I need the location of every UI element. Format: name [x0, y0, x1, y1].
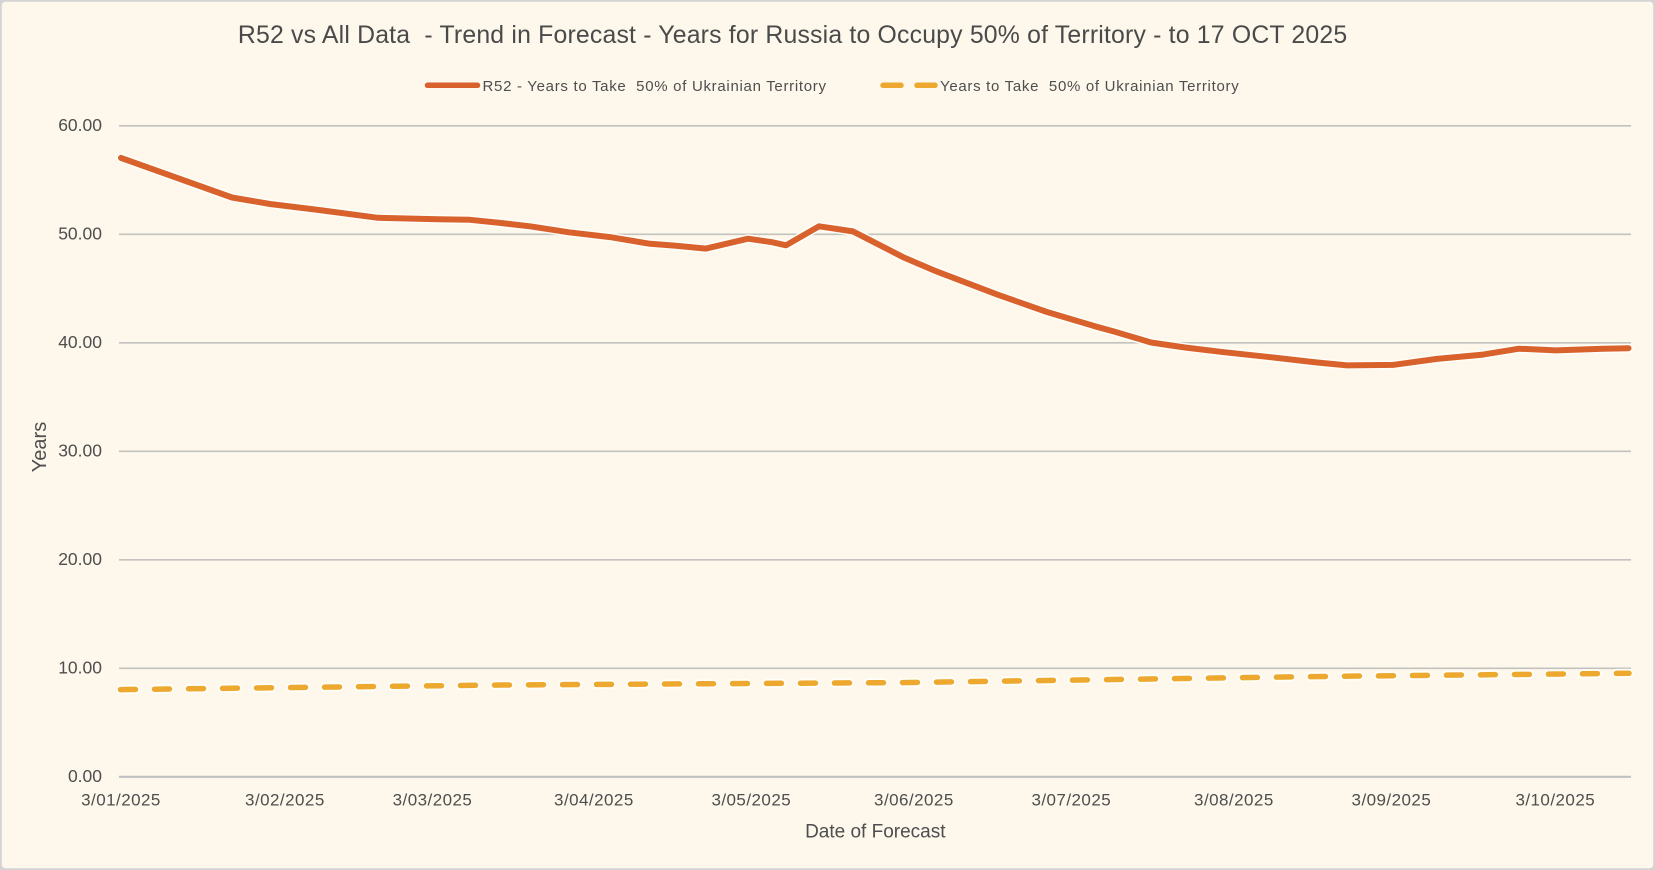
svg-text:Years: Years	[29, 422, 51, 472]
svg-text:40.00: 40.00	[58, 332, 102, 352]
svg-text:3/04/2025: 3/04/2025	[554, 790, 634, 809]
svg-text:Date of Forecast: Date of Forecast	[805, 822, 946, 843]
svg-text:3/10/2025: 3/10/2025	[1515, 790, 1595, 809]
svg-text:3/08/2025: 3/08/2025	[1194, 790, 1274, 809]
svg-text:10.00: 10.00	[58, 658, 102, 678]
svg-text:60.00: 60.00	[58, 115, 102, 135]
svg-text:3/01/2025: 3/01/2025	[81, 790, 161, 809]
svg-text:3/03/2025: 3/03/2025	[393, 790, 473, 809]
svg-text:3/06/2025: 3/06/2025	[874, 790, 954, 809]
svg-text:20.00: 20.00	[58, 549, 102, 569]
svg-text:50.00: 50.00	[58, 224, 102, 244]
svg-text:3/05/2025: 3/05/2025	[711, 790, 791, 809]
svg-text:3/09/2025: 3/09/2025	[1352, 790, 1432, 809]
svg-text:0.00: 0.00	[68, 766, 102, 786]
svg-text:3/07/2025: 3/07/2025	[1031, 790, 1111, 809]
svg-text:Years to Take 50% of Ukrainia: Years to Take 50% of Ukrainian Territory	[940, 78, 1239, 95]
svg-text:R52 - Years to Take 50% of Uk: R52 - Years to Take 50% of Ukrainian Ter…	[483, 78, 827, 95]
svg-text:3/02/2025: 3/02/2025	[245, 790, 325, 809]
svg-text:R52 vs All Data - Trend in Fo: R52 vs All Data - Trend in Forecast - Ye…	[238, 22, 1347, 49]
svg-text:30.00: 30.00	[58, 441, 102, 461]
